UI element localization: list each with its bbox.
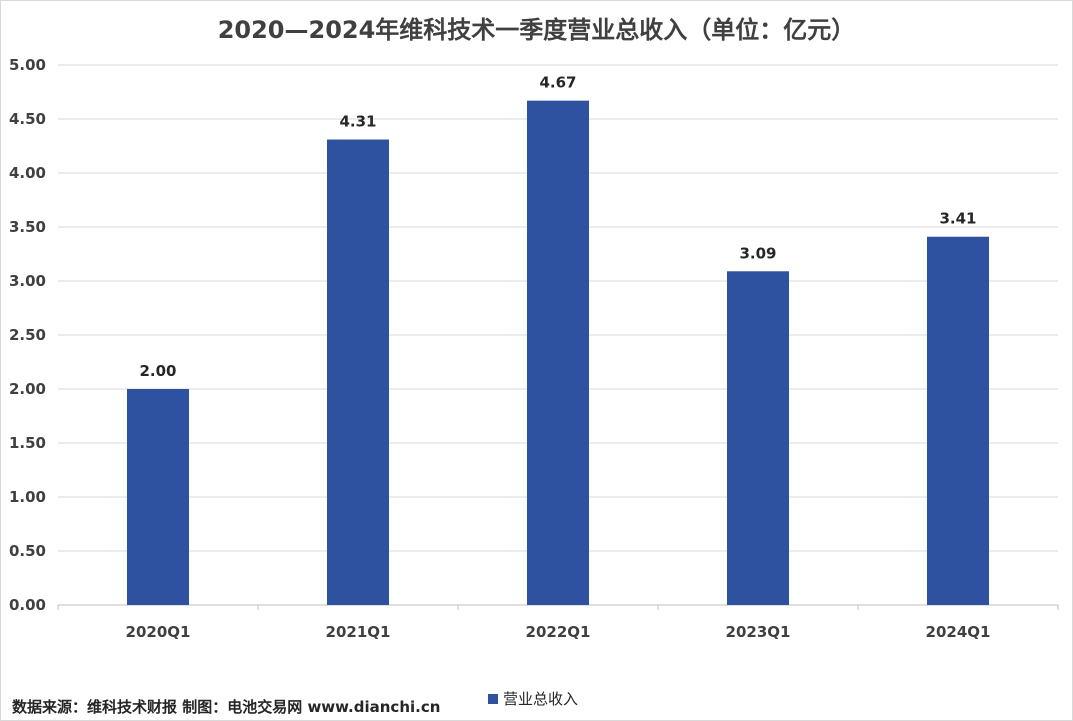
bar xyxy=(927,236,989,605)
y-tick-label: 3.50 xyxy=(9,218,46,236)
y-tick-label: 0.00 xyxy=(9,596,46,614)
legend-swatch xyxy=(488,693,498,704)
data-label: 3.41 xyxy=(939,210,976,228)
data-label: 2.00 xyxy=(139,362,176,380)
chart-title: 2020—2024年维科技术一季度营业总收入（单位：亿元） xyxy=(217,16,856,44)
y-tick-label: 2.00 xyxy=(9,380,46,398)
source-note: 数据来源：维科技术财报 制图：电池交易网 www.dianchi.cn xyxy=(12,698,441,716)
y-tick-label: 1.50 xyxy=(9,434,46,452)
y-tick-label: 4.00 xyxy=(9,164,46,182)
data-label: 4.31 xyxy=(339,113,376,131)
y-tick-label: 4.50 xyxy=(9,110,46,128)
legend: 营业总收入 xyxy=(488,688,578,709)
x-tick-label: 2020Q1 xyxy=(126,623,191,641)
bar xyxy=(127,389,189,605)
data-label: 4.67 xyxy=(539,74,576,92)
y-tick-label: 0.50 xyxy=(9,542,46,560)
bar xyxy=(527,100,589,605)
bar xyxy=(327,139,389,605)
bar xyxy=(727,271,789,605)
x-tick-label: 2022Q1 xyxy=(526,623,591,641)
legend-label: 营业总收入 xyxy=(503,690,579,708)
x-tick-label: 2024Q1 xyxy=(926,623,991,641)
y-tick-label: 3.00 xyxy=(9,272,46,290)
data-label: 3.09 xyxy=(739,244,776,262)
y-tick-label: 1.00 xyxy=(9,488,46,506)
y-tick-label: 5.00 xyxy=(9,56,46,74)
x-tick-label: 2021Q1 xyxy=(326,623,391,641)
y-tick-label: 2.50 xyxy=(9,326,46,344)
x-tick-label: 2023Q1 xyxy=(726,623,791,641)
